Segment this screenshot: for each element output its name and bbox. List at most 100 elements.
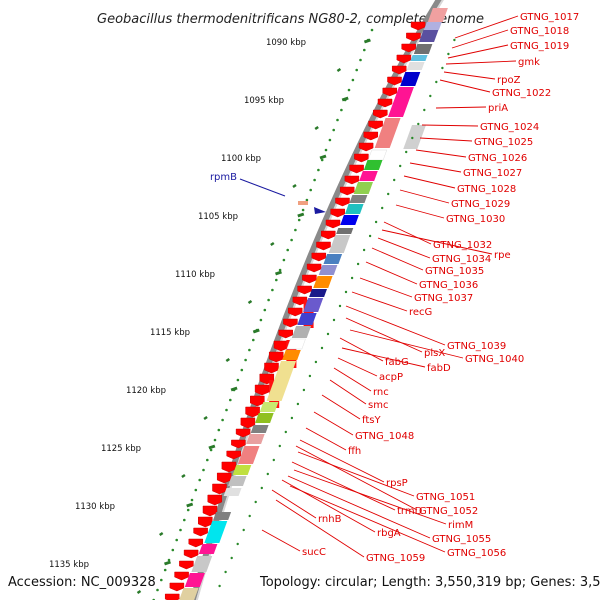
gene-label-line xyxy=(339,337,384,362)
reverse-gene-block xyxy=(266,361,297,401)
reverse-gene-block xyxy=(323,254,343,264)
reverse-gene-block xyxy=(336,228,354,234)
scale-dot xyxy=(309,188,313,192)
inner-dot xyxy=(393,178,396,182)
gene-label-line xyxy=(377,237,431,259)
forward-gene-arrow xyxy=(391,65,407,75)
scale-minor-tick xyxy=(225,357,230,363)
gene-label: rpoZ xyxy=(497,75,521,86)
gene-label: GTNG_1039 xyxy=(447,341,506,352)
forward-gene-arrow xyxy=(302,274,317,284)
forward-gene-arrow xyxy=(377,98,393,108)
scale-label: 1115 kbp xyxy=(150,328,190,338)
scale-dot xyxy=(355,68,359,72)
inner-dot xyxy=(435,80,438,84)
scale-dot xyxy=(217,428,221,432)
forward-gene-arrow xyxy=(292,296,308,306)
forward-gene-arrow xyxy=(283,318,298,328)
scale-label: 1100 kbp xyxy=(221,154,261,164)
gene-label: GTNG_1027 xyxy=(463,168,522,179)
gene-label: smc xyxy=(368,400,388,411)
reverse-gene-block xyxy=(255,413,274,423)
scale-dot xyxy=(183,518,186,522)
scale-dot xyxy=(163,568,167,572)
reverse-gene-block xyxy=(213,512,232,520)
inner-dot xyxy=(362,248,366,252)
scale-dot xyxy=(198,478,201,482)
inner-dot xyxy=(284,430,287,434)
gene-label: rimM xyxy=(448,520,473,531)
inner-dot xyxy=(272,458,275,462)
inner-dot xyxy=(296,402,300,406)
forward-gene-arrow xyxy=(373,109,388,119)
rpmB-annotation: rpmB xyxy=(210,172,326,214)
gene-label: GTNG_1059 xyxy=(366,553,425,564)
gene-label: GTNG_1032 xyxy=(433,240,492,251)
scale-dot xyxy=(347,88,351,92)
forward-gene-arrow xyxy=(231,439,246,449)
scale-dot xyxy=(259,318,263,322)
inner-dot xyxy=(447,52,450,56)
reverse-gene-block xyxy=(204,521,228,543)
scale-dot xyxy=(221,418,224,422)
reverse-gene-block xyxy=(282,350,301,360)
reverse-gene-block xyxy=(313,276,333,288)
forward-gene-arrow xyxy=(316,241,331,251)
reverse-gene-block xyxy=(191,556,213,572)
gene-label: GTNG_1048 xyxy=(355,431,414,442)
gene-label-line xyxy=(415,149,467,158)
inner-dot xyxy=(417,122,420,126)
gene-label: sucC xyxy=(302,547,326,558)
scale-dot xyxy=(263,308,267,312)
reverse-gene-block xyxy=(359,171,378,181)
gene-label-line xyxy=(383,221,432,245)
gene-label-line xyxy=(333,367,372,392)
reverse-gene-block xyxy=(297,313,317,325)
gene-label-line xyxy=(337,357,378,377)
forward-gene-arrow xyxy=(169,582,185,592)
forward-gene-arrow xyxy=(349,164,364,174)
forward-gene-arrow xyxy=(250,395,265,407)
scale-label: 1105 kbp xyxy=(198,212,238,222)
inner-dot xyxy=(338,304,342,308)
reverse-gene-block xyxy=(259,402,279,412)
forward-gene-arrow xyxy=(311,252,327,262)
reverse-gene-block xyxy=(291,326,312,338)
gene-label-line xyxy=(321,394,361,420)
inner-dot xyxy=(387,192,390,196)
scale-dot xyxy=(175,538,178,542)
gene-label-line xyxy=(371,247,424,271)
gene-label-line xyxy=(345,317,423,353)
reverse-gene-block xyxy=(286,338,306,350)
scale-dot xyxy=(359,58,362,62)
scale-dot xyxy=(370,28,374,32)
gene-label: GTNG_1034 xyxy=(432,254,491,265)
forward-gene-arrow xyxy=(354,153,369,163)
forward-gene-arrow xyxy=(174,571,189,581)
scale-minor-tick xyxy=(136,589,142,595)
reverse-gene-block xyxy=(318,265,338,275)
forward-gene-arrow xyxy=(226,450,241,460)
forward-gene-arrow xyxy=(278,329,293,339)
scale-dot xyxy=(186,508,190,512)
gene-label-line xyxy=(305,427,347,451)
gene-label: GTNG_1028 xyxy=(457,184,516,195)
forward-gene-arrow xyxy=(287,307,303,317)
scale-dot xyxy=(240,368,244,372)
gene-label: rnhB xyxy=(318,514,342,525)
scale-tick xyxy=(297,212,305,218)
gene-label: GTNG_1026 xyxy=(468,153,527,164)
gene-label-line xyxy=(421,124,479,127)
inner-dot xyxy=(332,318,336,322)
gene-label-line xyxy=(435,106,487,109)
forward-gene-arrow xyxy=(297,285,312,295)
forward-gene-arrow xyxy=(358,142,374,152)
gene-label-line xyxy=(275,499,365,558)
reverse-gene-block xyxy=(349,195,368,203)
inner-dot xyxy=(224,570,227,574)
reverse-gene-block xyxy=(232,465,252,475)
scale-dot xyxy=(278,268,282,272)
reverse-strand-genes xyxy=(179,8,448,600)
scale-dot xyxy=(213,438,217,442)
